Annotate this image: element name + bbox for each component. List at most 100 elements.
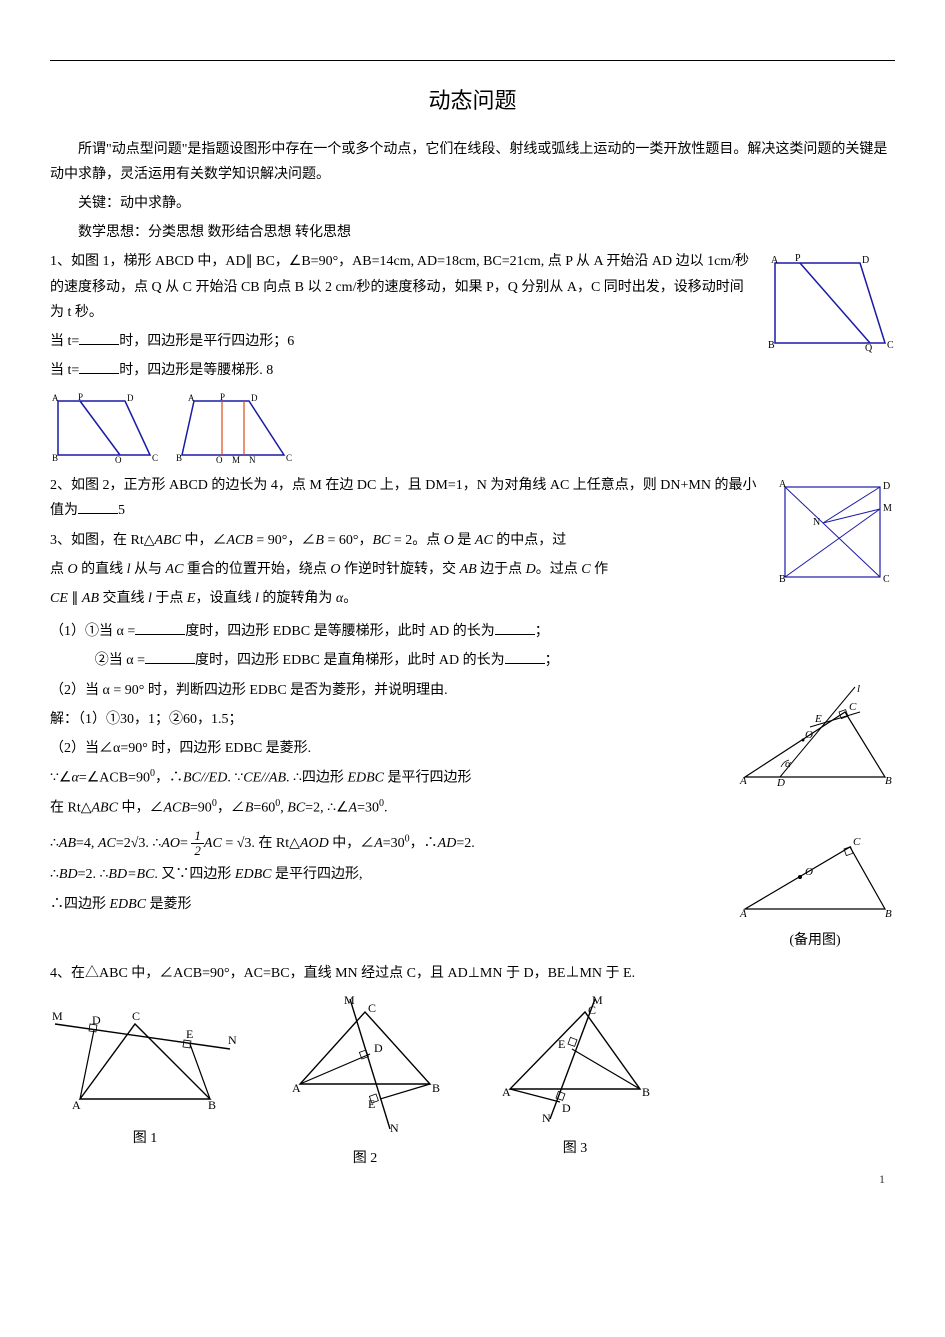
- svg-text:D: D: [862, 255, 869, 266]
- intro-paragraph-2: 关键：动中求静。: [50, 191, 895, 216]
- q4-fig-3: M C E D N A B 图 3: [490, 994, 660, 1170]
- triangle-fig3-icon: M C E D N A B: [490, 994, 660, 1124]
- q3-p1-1b: 度时，四边形 EDBC 是等腰梯形，此时 AD 的长为: [185, 624, 495, 639]
- svg-text:A: A: [739, 775, 747, 787]
- svg-text:Q: Q: [115, 455, 122, 463]
- svg-text:D: D: [776, 777, 785, 789]
- q1-aux-figures: APD BQC APD BQMNC: [50, 393, 895, 463]
- q1-line2-b: 时，四边形是等腰梯形. 8: [119, 363, 273, 378]
- page-number: 1: [879, 1169, 885, 1191]
- q2-figure: A D M N B C: [775, 477, 895, 596]
- svg-text:A: A: [292, 1081, 301, 1095]
- svg-text:E: E: [814, 713, 822, 725]
- svg-text:A: A: [739, 908, 747, 919]
- q2-text: 2、如图 2，正方形 ABCD 的边长为 4，点 M 在边 DC 上，且 DM=…: [50, 473, 895, 523]
- trapezoid-small-2-icon: APD BQMNC: [174, 393, 294, 463]
- q1-figure-main: A P D B Q C: [765, 253, 895, 362]
- q3-text-1: 3、如图，在 Rt△ABC 中，∠ACB = 90°，∠B = 60°，BC =…: [50, 528, 895, 553]
- svg-text:B: B: [768, 340, 775, 351]
- svg-text:B: B: [208, 1098, 216, 1112]
- q4-caption-1: 图 1: [50, 1126, 240, 1151]
- svg-text:A: A: [72, 1098, 81, 1112]
- q3-text-2: 点 O 的直线 l 从与 AC 重合的位置开始，绕点 O 作逆时针旋转，交 AB…: [50, 557, 895, 582]
- svg-text:B: B: [779, 574, 786, 585]
- q1-line1-a: 当 t=: [50, 334, 79, 349]
- svg-text:C: C: [887, 340, 894, 351]
- svg-text:C: C: [132, 1009, 140, 1023]
- q3-blank-2b: [505, 649, 545, 664]
- q3-figure-1: A B C E O D α l: [735, 682, 895, 801]
- q3-p1-2a: ②当 α =: [95, 653, 145, 668]
- svg-text:B: B: [885, 775, 892, 787]
- q4-caption-3: 图 3: [490, 1136, 660, 1161]
- triangle-backup-icon: A B C O: [735, 829, 895, 919]
- triangle-fig1-icon: M D C E N A B: [50, 994, 240, 1114]
- svg-text:C: C: [368, 1001, 376, 1015]
- svg-text:N: N: [249, 455, 256, 463]
- q4-caption-2: 图 2: [280, 1146, 450, 1171]
- svg-text:N: N: [228, 1033, 237, 1047]
- intro-paragraph-1: 所谓"动点型问题"是指题设图形中存在一个或多个动点，它们在线段、射线或弧线上运动…: [50, 137, 895, 187]
- triangle-fig2-icon: M C D E N A B: [280, 994, 450, 1134]
- svg-text:A: A: [779, 479, 787, 490]
- svg-text:D: D: [562, 1101, 571, 1115]
- svg-text:C: C: [853, 836, 861, 848]
- q1-line1-b: 时，四边形是平行四边形；6: [119, 334, 294, 349]
- q3-part1-1: （1）①当 α =度时，四边形 EDBC 是等腰梯形，此时 AD 的长为；: [50, 619, 895, 644]
- q3-p1-2b: 度时，四边形 EDBC 是直角梯形，此时 AD 的长为: [195, 653, 505, 668]
- svg-text:D: D: [883, 481, 890, 492]
- svg-text:M: M: [344, 994, 355, 1007]
- q4-figures: M D C E N A B 图 1 M C D E N A B 图 2: [50, 994, 895, 1170]
- q3-text-3: CE ∥ AB 交直线 l 于点 E，设直线 l 的旋转角为 α。: [50, 586, 895, 611]
- intro-paragraph-3: 数学思想：分类思想 数形结合思想 转化思想: [50, 220, 895, 245]
- svg-text:M: M: [52, 1009, 63, 1023]
- svg-text:C: C: [286, 453, 292, 463]
- top-rule: [50, 60, 895, 61]
- q3-blank-1b: [495, 620, 535, 635]
- svg-text:P: P: [220, 393, 225, 402]
- svg-text:C: C: [849, 701, 857, 713]
- svg-text:P: P: [78, 393, 83, 402]
- svg-text:B: B: [432, 1081, 440, 1095]
- q2-blank: [78, 499, 118, 514]
- svg-text:P: P: [795, 253, 801, 264]
- q4-fig-2: M C D E N A B 图 2: [280, 994, 450, 1170]
- backup-caption: (备用图): [735, 928, 895, 953]
- square-diagonal-icon: A D M N B C: [775, 477, 895, 587]
- svg-text:E: E: [186, 1027, 193, 1041]
- q4-text: 4、在△ABC 中，∠ACB=90°，AC=BC，直线 MN 经过点 C，且 A…: [50, 961, 895, 986]
- svg-text:A: A: [52, 393, 59, 403]
- svg-text:l: l: [857, 683, 860, 695]
- svg-text:α: α: [785, 758, 791, 770]
- svg-text:D: D: [251, 393, 258, 403]
- q3-body-1: 3、如图，在 Rt△ABC 中，∠ACB = 90°，∠B = 60°，BC =…: [50, 533, 566, 548]
- svg-text:M: M: [883, 503, 892, 514]
- svg-text:D: D: [374, 1041, 383, 1055]
- triangle-rotate-icon: A B C E O D α l: [735, 682, 895, 792]
- trapezoid-small-1-icon: APD BQC: [50, 393, 160, 463]
- svg-text:A: A: [502, 1085, 511, 1099]
- q3-part1-2: ②当 α =度时，四边形 EDBC 是直角梯形，此时 AD 的长为；: [50, 648, 895, 673]
- svg-text:Q: Q: [216, 455, 223, 463]
- svg-text:O: O: [805, 729, 813, 741]
- svg-text:B: B: [642, 1085, 650, 1099]
- svg-text:A: A: [771, 255, 779, 266]
- q2-answer: 5: [118, 503, 125, 518]
- trapezoid-icon: A P D B Q C: [765, 253, 895, 353]
- svg-text:E: E: [368, 1097, 375, 1111]
- svg-text:Q: Q: [865, 343, 873, 353]
- q3-blank-2: [145, 649, 195, 664]
- svg-text:B: B: [885, 908, 892, 919]
- svg-text:N: N: [542, 1111, 551, 1124]
- svg-text:D: D: [92, 1013, 101, 1027]
- svg-text:C: C: [883, 574, 890, 585]
- svg-text:A: A: [188, 393, 195, 403]
- svg-text:B: B: [52, 453, 58, 463]
- svg-text:M: M: [232, 455, 240, 463]
- svg-text:N: N: [813, 517, 820, 528]
- svg-text:O: O: [805, 866, 813, 878]
- q4-fig-1: M D C E N A B 图 1: [50, 994, 240, 1170]
- q2-body: 2、如图 2，正方形 ABCD 的边长为 4，点 M 在边 DC 上，且 DM=…: [50, 478, 756, 518]
- page-title: 动态问题: [50, 81, 895, 121]
- q3-p1-1a: （1）①当 α =: [50, 624, 135, 639]
